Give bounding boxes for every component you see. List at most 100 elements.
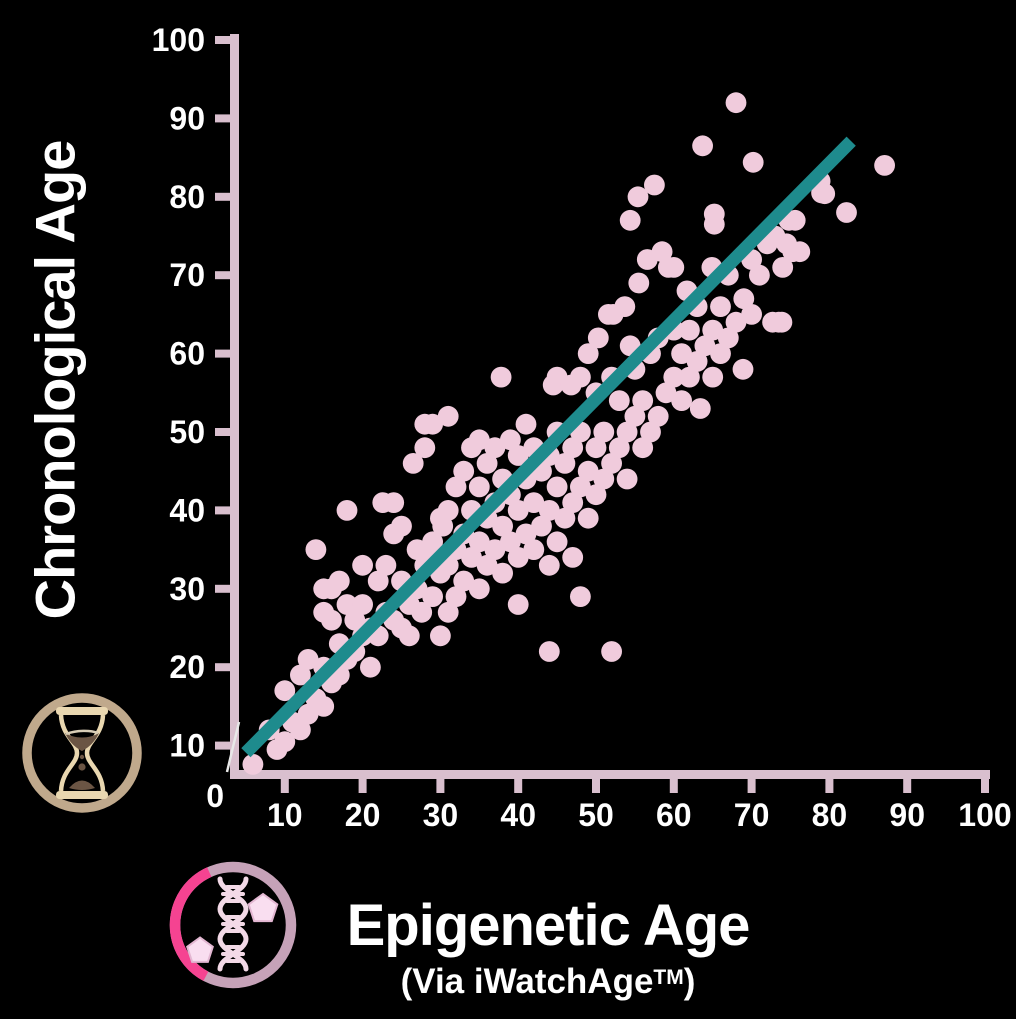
axis-ticks: 10 20 30 40 50 60 70 80 90 100 10 20 30 40 50 60 70 80 90 1… xyxy=(152,22,1012,833)
x-axis-subtitle-prefix: (Via iWatchAge xyxy=(400,962,654,1001)
hourglass-falling-grain-small xyxy=(79,754,85,760)
scatter-point xyxy=(570,586,591,607)
scatter-point xyxy=(789,241,811,263)
scatter-point xyxy=(702,319,724,341)
scatter-point xyxy=(647,405,669,427)
scatter-point xyxy=(616,468,638,490)
scatter-point xyxy=(570,366,591,388)
scatter-point xyxy=(336,500,358,521)
scatter-point xyxy=(733,288,755,310)
scatter-point xyxy=(651,241,673,263)
scatter-point xyxy=(515,413,537,435)
y-tick-label: 100 xyxy=(152,22,205,58)
y-tick-mark xyxy=(215,271,230,280)
axis-scratch-artifact xyxy=(225,721,241,773)
scatter-point xyxy=(492,515,513,537)
scatter-point xyxy=(461,547,482,568)
scatter-point xyxy=(624,405,646,427)
x-tick-label: 30 xyxy=(423,797,459,833)
scatter-point xyxy=(632,390,654,411)
scatter-point xyxy=(577,507,599,529)
scatter-point xyxy=(644,174,665,196)
scatter-point xyxy=(717,327,739,349)
dna-circle-accent-arc xyxy=(169,861,297,989)
scatter-point xyxy=(741,304,762,325)
scatter-point xyxy=(632,437,654,459)
scatter-point xyxy=(614,296,636,317)
scatter-point xyxy=(313,696,335,717)
scatter-point xyxy=(484,437,506,459)
y-tick-mark xyxy=(215,584,230,593)
scatter-point xyxy=(689,398,711,419)
scatter-point xyxy=(367,570,389,592)
y-tick-mark xyxy=(215,741,230,750)
scatter-point xyxy=(710,296,731,317)
scatter-point xyxy=(702,366,724,388)
scatter-point xyxy=(468,476,490,498)
origin-tick-label: 0 xyxy=(206,778,224,814)
scatter-point xyxy=(546,476,568,498)
scatter-point xyxy=(445,586,467,607)
scatter-point xyxy=(414,437,436,459)
x-tick-mark xyxy=(436,779,445,793)
scatter-point xyxy=(710,343,731,364)
x-tick-label: 10 xyxy=(267,797,303,833)
scatter-point xyxy=(679,319,700,341)
scatter-point xyxy=(608,390,630,411)
scatter-point xyxy=(468,578,490,600)
scatter-point xyxy=(352,594,373,615)
scatter-point xyxy=(274,680,296,702)
x-tick-label: 60 xyxy=(656,797,692,833)
hourglass-top-bar xyxy=(56,707,108,715)
y-tick-mark xyxy=(215,192,230,201)
x-tick-label: 50 xyxy=(578,797,614,833)
scatter-point xyxy=(523,539,545,560)
scatter-point xyxy=(742,151,764,173)
y-tick-label: 70 xyxy=(169,257,205,293)
x-axis-subtitle-suffix: ) xyxy=(683,962,696,1001)
scatter-point xyxy=(468,531,490,553)
scatter-point xyxy=(749,264,770,286)
scatter-point xyxy=(274,731,296,753)
x-axis-title: Epigenetic Age xyxy=(346,893,751,958)
y-tick-mark xyxy=(215,663,230,672)
scatter-point xyxy=(577,343,599,364)
scatter-point xyxy=(468,429,490,451)
scatter-point xyxy=(507,547,529,568)
scatter-point xyxy=(601,453,622,474)
y-tick-label: 90 xyxy=(169,100,205,136)
scatter-point xyxy=(453,460,475,482)
scatter-point xyxy=(577,460,599,482)
scatter-point xyxy=(585,484,607,506)
scatter-point xyxy=(402,453,424,474)
scatter-point xyxy=(772,257,794,278)
trend-line-group xyxy=(241,136,856,758)
scatter-point xyxy=(531,515,552,537)
scatter-point xyxy=(290,664,311,686)
trademark-superscript: TM xyxy=(653,966,684,989)
scatter-point xyxy=(562,437,584,459)
x-tick-mark xyxy=(280,779,289,793)
scatter-point xyxy=(500,531,521,553)
x-tick-mark xyxy=(903,779,912,793)
dna-icon xyxy=(169,861,297,989)
scatter-point xyxy=(554,507,576,529)
y-tick-mark xyxy=(215,36,230,44)
y-tick-mark xyxy=(215,428,230,436)
scatter-point xyxy=(437,601,459,623)
dna-rungs xyxy=(221,885,245,963)
x-axis-line xyxy=(230,770,990,779)
scatter-point xyxy=(437,405,459,427)
scatter-point xyxy=(663,366,685,388)
scatter-point xyxy=(679,366,700,388)
scatter-point xyxy=(608,437,630,459)
hourglass-bottom-bar xyxy=(56,791,108,799)
scatter-point xyxy=(375,554,397,576)
y-axis-line xyxy=(230,34,239,779)
scatter-point xyxy=(627,186,649,208)
scatter-point xyxy=(321,609,342,631)
scatter-point xyxy=(507,445,529,466)
scatter-point xyxy=(593,468,615,490)
